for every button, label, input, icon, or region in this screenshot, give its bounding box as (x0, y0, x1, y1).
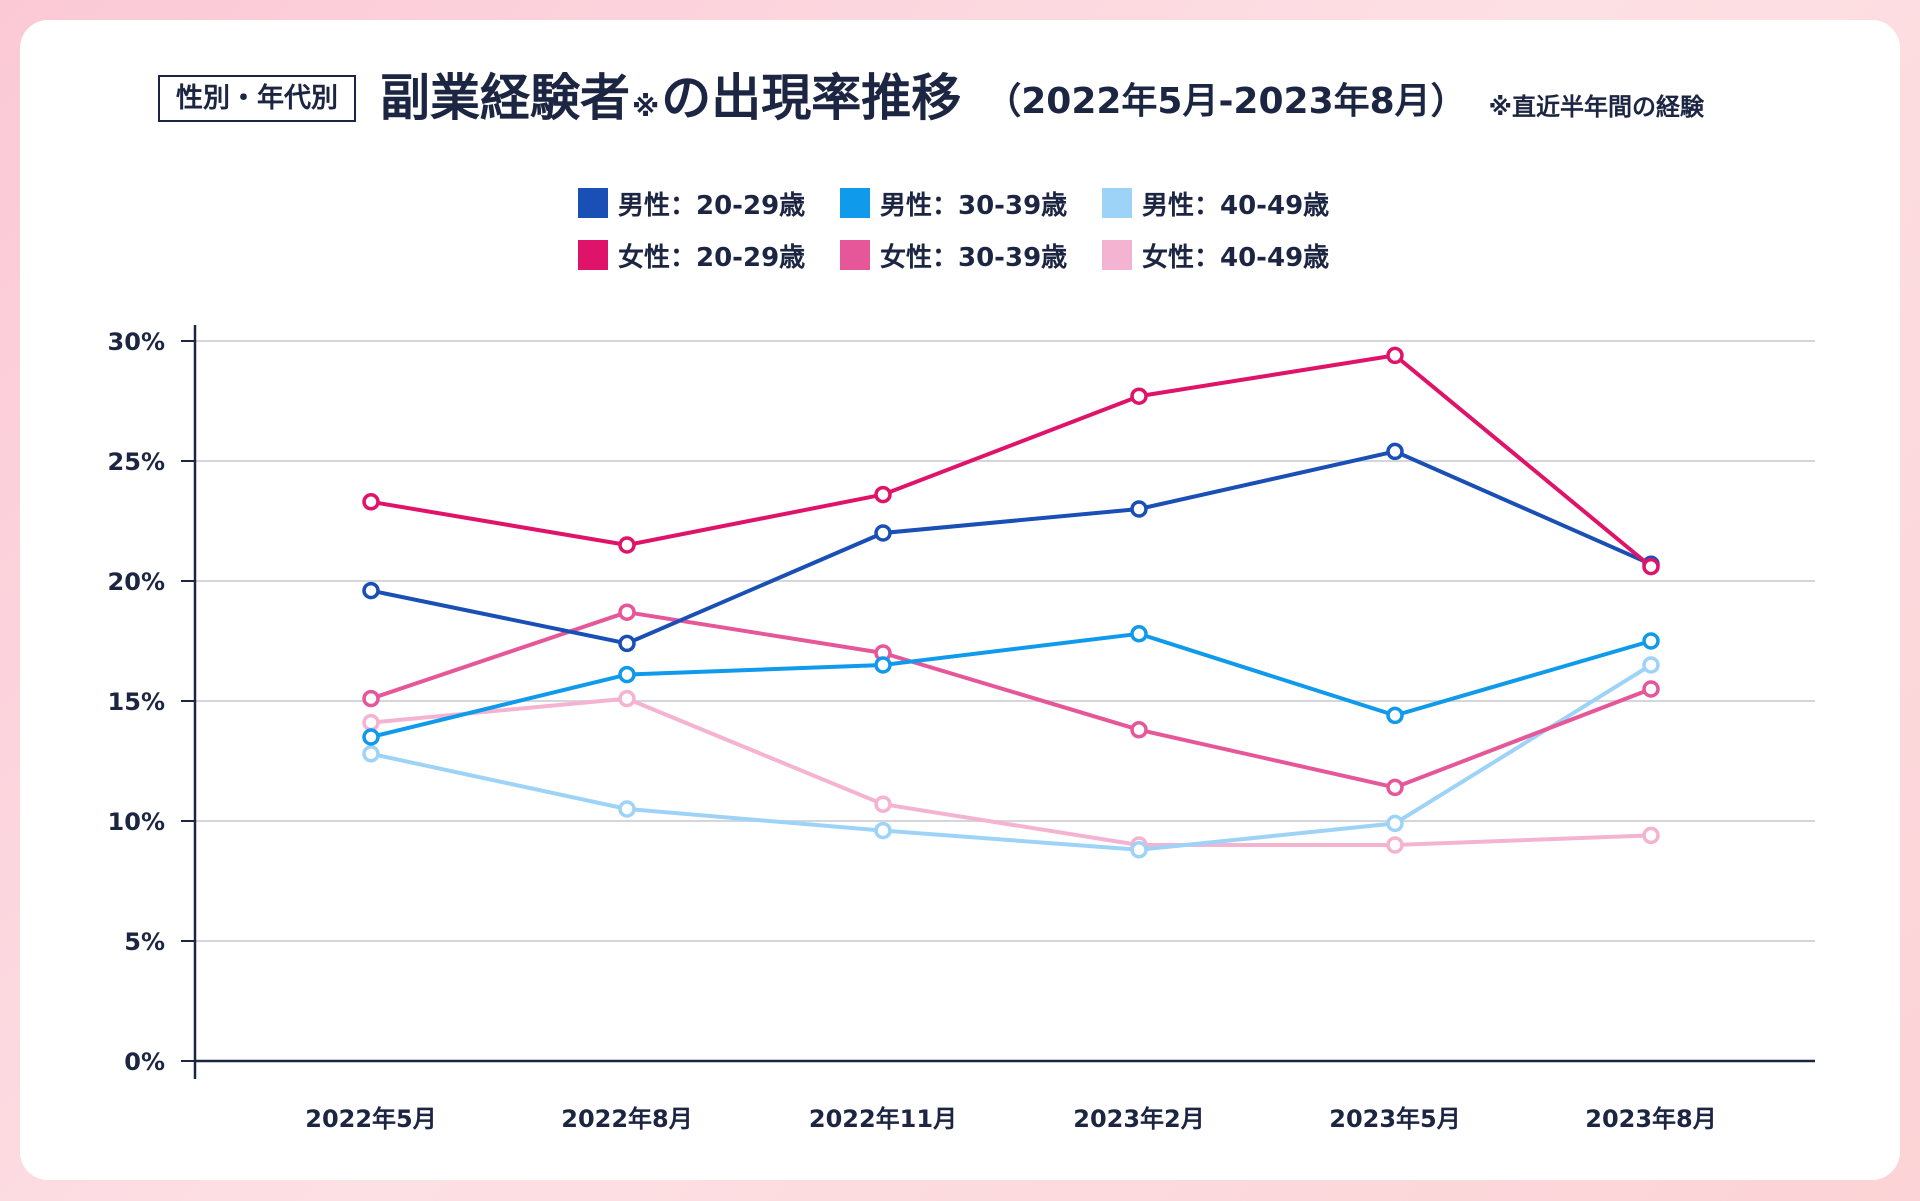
chart-card (20, 20, 1900, 1180)
data-point (362, 745, 380, 763)
data-point (1386, 706, 1404, 725)
data-point (1130, 841, 1148, 859)
legend-swatch (1102, 188, 1132, 218)
data-point (1130, 500, 1148, 518)
data-point (618, 634, 636, 653)
data-point (1642, 826, 1660, 845)
data-point (1386, 814, 1404, 833)
legend-label: 女性：20-29歳 (618, 242, 806, 273)
legend-swatch (578, 240, 608, 270)
data-point (1130, 625, 1148, 643)
chart-title-rest: の出現率推移 (661, 69, 962, 127)
data-point (1386, 346, 1404, 365)
data-point (1642, 656, 1660, 674)
category-tag: 性別・年代別 (158, 74, 356, 122)
data-point (618, 603, 636, 621)
data-point (362, 689, 380, 708)
data-point (1130, 721, 1148, 739)
data-point (618, 689, 636, 708)
legend-item: 男性：40-49歳 (1102, 186, 1364, 221)
series-line (370, 353, 1653, 569)
series-line (370, 663, 1653, 852)
series-line (370, 631, 1652, 739)
legend-item: 女性：30-39歳 (840, 238, 1102, 273)
chart-header: 性別・年代別 副業経験者 ※ の出現率推移 （2022年5月-2023年8月） … (158, 72, 1704, 124)
title-footnote-mark: ※ (632, 89, 660, 123)
y-tick-label: 5% (124, 928, 165, 956)
data-point (1386, 836, 1404, 854)
legend-label: 女性：30-39歳 (880, 242, 1068, 273)
series-line (370, 696, 1652, 847)
data-point (1642, 632, 1660, 650)
legend-row-male: 男性：20-29歳 男性：30-39歳 男性：40-49歳 (578, 186, 1364, 221)
x-tick-label: 2023年5月 (1329, 1105, 1461, 1133)
y-tick-label: 25% (108, 448, 165, 476)
data-point (618, 665, 636, 684)
data-point (618, 536, 636, 554)
data-point (1386, 778, 1404, 797)
data-point (874, 524, 892, 542)
chart-period: （2022年5月-2023年8月） (985, 81, 1467, 122)
chart-footnote: ※直近半年間の経験 (1488, 92, 1705, 121)
y-tick-label: 15% (108, 688, 165, 716)
data-point (362, 713, 380, 732)
data-point (1130, 387, 1148, 405)
x-tick-label: 2022年11月 (809, 1105, 957, 1133)
legend-item: 男性：30-39歳 (840, 186, 1102, 221)
data-point (1386, 442, 1404, 461)
data-point (1642, 557, 1660, 576)
legend-item: 女性：20-29歳 (578, 238, 840, 273)
y-tick-label: 30% (108, 328, 165, 356)
y-tick-label: 0% (124, 1048, 165, 1076)
x-tick-label: 2022年5月 (305, 1105, 437, 1133)
legend-label: 男性：20-29歳 (618, 190, 806, 221)
series-line (370, 610, 1652, 790)
legend-label: 男性：40-49歳 (1142, 190, 1330, 221)
legend-swatch (840, 240, 870, 270)
y-tick-label: 20% (108, 568, 165, 596)
series-line (370, 449, 1652, 646)
data-point (362, 581, 380, 600)
legend-swatch (578, 188, 608, 218)
x-tick-label: 2023年8月 (1585, 1105, 1717, 1133)
y-tick-label: 10% (108, 808, 165, 836)
data-point (1642, 680, 1660, 698)
legend-swatch (840, 188, 870, 218)
data-point (874, 656, 892, 674)
data-point (874, 795, 892, 813)
x-tick-label: 2023年2月 (1073, 1105, 1205, 1133)
legend: 男性：20-29歳 男性：30-39歳 男性：40-49歳 女性：20-29歳 … (578, 186, 1364, 290)
legend-swatch (1102, 240, 1132, 270)
data-point (874, 821, 892, 840)
legend-label: 男性：30-39歳 (880, 190, 1068, 221)
legend-item: 女性：40-49歳 (1102, 238, 1364, 273)
legend-row-female: 女性：20-29歳 女性：30-39歳 女性：40-49歳 (578, 238, 1364, 273)
data-point (362, 728, 380, 746)
chart-title: 副業経験者 (380, 69, 630, 127)
legend-label: 女性：40-49歳 (1142, 242, 1330, 273)
data-point (618, 800, 636, 818)
x-tick-label: 2022年8月 (561, 1105, 693, 1133)
data-point (874, 485, 892, 504)
legend-item: 男性：20-29歳 (578, 186, 840, 221)
data-point (362, 493, 380, 511)
